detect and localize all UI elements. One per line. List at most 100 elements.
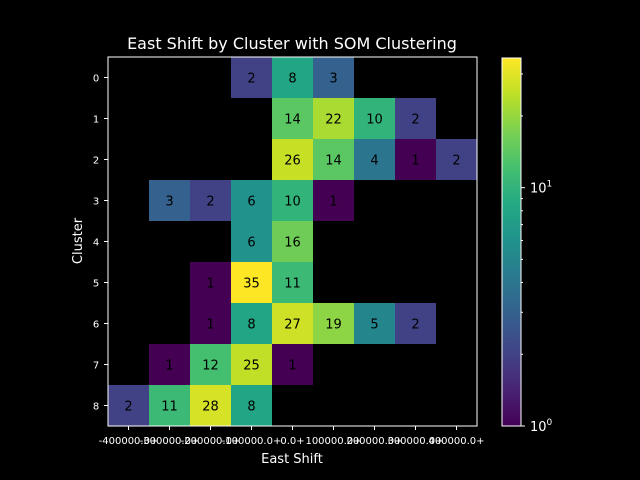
heatmap-cell <box>272 221 313 262</box>
heatmap-cell <box>313 180 354 221</box>
y-tick-label: 1 <box>93 115 99 126</box>
cell-value: 8 <box>288 72 296 87</box>
colorbar-tick-label: 100 <box>530 418 553 435</box>
heatmap-cells <box>108 57 477 426</box>
cell-value: 10 <box>366 113 383 128</box>
cell-value: 1 <box>329 195 337 210</box>
heatmap-cell <box>190 180 231 221</box>
y-axis-ticks: 0 1 2 3 4 5 6 7 8 <box>93 74 108 413</box>
heatmap-cell <box>231 180 272 221</box>
heatmap-cell <box>190 385 231 426</box>
cell-value: 16 <box>284 236 301 251</box>
heatmap-cell <box>190 303 231 344</box>
heatmap-cell <box>231 303 272 344</box>
cell-value: 1 <box>165 359 173 374</box>
heatmap-cell <box>395 139 436 180</box>
cell-value: 10 <box>284 195 301 210</box>
heatmap-cell <box>190 262 231 303</box>
y-tick-label: 8 <box>93 402 99 413</box>
cell-value: 14 <box>325 154 342 169</box>
cell-value: 4 <box>370 154 378 169</box>
cell-value: 1 <box>206 318 214 333</box>
x-tick-label: -100000.0+ <box>222 436 282 447</box>
x-tick-label: 100000.0+ <box>305 436 361 447</box>
cell-value: 12 <box>202 359 219 374</box>
cell-value: 35 <box>243 277 260 292</box>
heatmap-cell <box>313 98 354 139</box>
heatmap-cell <box>231 262 272 303</box>
cell-value: 6 <box>247 195 255 210</box>
cell-value: 8 <box>247 318 255 333</box>
colorbar-ticks: 100 101 <box>521 73 553 435</box>
heatmap-cell <box>231 385 272 426</box>
heatmap-cell <box>354 139 395 180</box>
cell-value: 2 <box>411 318 419 333</box>
heatmap-cell <box>436 139 477 180</box>
cell-value: 28 <box>202 400 219 415</box>
cell-value: 14 <box>284 113 301 128</box>
x-tick-label: 200000.0+ <box>346 436 402 447</box>
heatmap-cell <box>190 344 231 385</box>
cell-value: 2 <box>411 113 419 128</box>
cell-value: 1 <box>288 359 296 374</box>
cell-value: 5 <box>370 318 378 333</box>
cell-value: 2 <box>206 195 214 210</box>
colorbar-tick-label: 101 <box>530 180 552 197</box>
heatmap-cell <box>231 344 272 385</box>
heatmap-cell <box>272 139 313 180</box>
heatmap-cell <box>149 180 190 221</box>
cell-value: 2 <box>452 154 460 169</box>
x-axis-label: East Shift <box>261 452 323 467</box>
y-tick-label: 0 <box>93 74 99 85</box>
heatmap-cell <box>272 262 313 303</box>
cell-value: 2 <box>124 400 132 415</box>
cell-value: 22 <box>325 113 342 128</box>
heatmap-cell <box>149 385 190 426</box>
heatmap-cell <box>108 385 149 426</box>
x-tick-label: -300000.0+ <box>140 436 200 447</box>
cell-value: 3 <box>329 72 337 87</box>
cell-value: 27 <box>284 318 301 333</box>
cell-value: 26 <box>284 154 301 169</box>
heatmap-cell <box>272 57 313 98</box>
heatmap-cell <box>231 221 272 262</box>
x-tick-label: -400000.0+ <box>99 436 159 447</box>
cell-value: 2 <box>247 72 255 87</box>
heatmap-cell <box>313 57 354 98</box>
cell-value: 1 <box>206 277 214 292</box>
cell-value: 11 <box>284 277 301 292</box>
cell-value: 1 <box>411 154 419 169</box>
y-tick-label: 7 <box>93 361 99 372</box>
x-tick-label: -200000.0+ <box>181 436 241 447</box>
heatmap-cell <box>272 98 313 139</box>
cell-value: 8 <box>247 400 255 415</box>
x-tick-label: 0.0+ <box>280 436 304 447</box>
x-axis-ticks: -400000.0+-300000.0+-200000.0+-100000.0+… <box>99 426 485 447</box>
heatmap-cell <box>354 303 395 344</box>
y-tick-label: 6 <box>93 320 99 331</box>
heatmap-cell <box>354 98 395 139</box>
heatmap-cell <box>272 180 313 221</box>
y-tick-label: 5 <box>93 279 99 290</box>
heatmap-cell <box>395 98 436 139</box>
y-tick-label: 2 <box>93 156 99 167</box>
cell-value: 19 <box>325 318 342 333</box>
heatmap-cell <box>313 303 354 344</box>
cell-value: 11 <box>161 400 178 415</box>
y-tick-label: 4 <box>93 238 99 249</box>
heatmap-cell <box>231 57 272 98</box>
heatmap-cell <box>395 303 436 344</box>
heatmap-cell <box>272 344 313 385</box>
y-tick-label: 3 <box>93 197 99 208</box>
x-tick-label: 400000.0+ <box>428 436 484 447</box>
cell-value: 25 <box>243 359 260 374</box>
cell-value-labels: 2 8 314 22 10 226 14 4 1 23 2 6 10 16 161 35 111 8 27 19 5 21… <box>124 72 460 415</box>
y-axis-label: Cluster <box>71 217 86 264</box>
chart-title: East Shift by Cluster with SOM Clusterin… <box>127 34 457 53</box>
colorbar <box>501 57 522 427</box>
x-tick-label: 300000.0+ <box>387 436 443 447</box>
cell-value: 6 <box>247 236 255 251</box>
heatmap-cell <box>149 344 190 385</box>
heatmap-cell <box>313 139 354 180</box>
